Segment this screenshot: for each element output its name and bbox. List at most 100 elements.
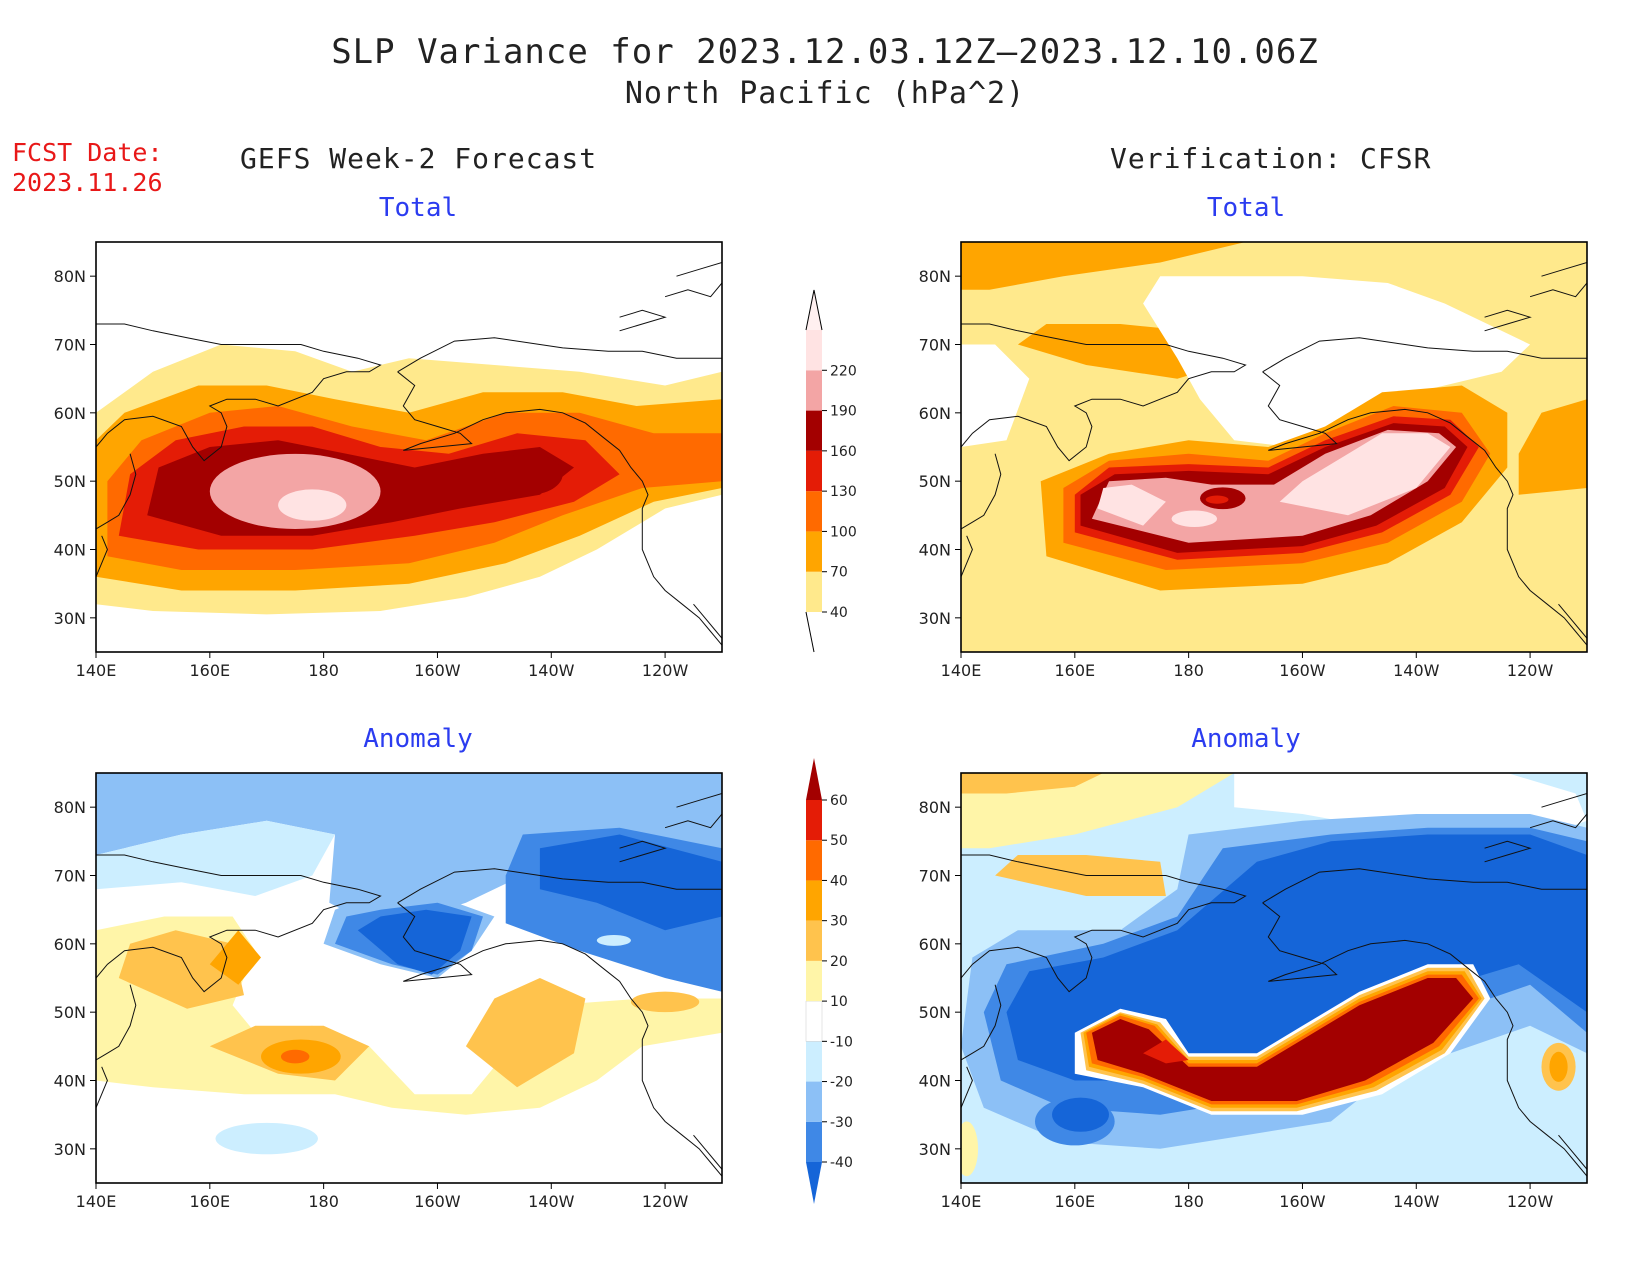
lon-tick-label: 120W xyxy=(642,1192,689,1211)
contour-region xyxy=(280,1049,310,1064)
colorbar-swatch xyxy=(806,1121,822,1162)
contour-region xyxy=(118,930,244,1009)
coastline-segment xyxy=(961,453,1002,530)
coastline-segment xyxy=(397,337,722,373)
colorbar-label: -10 xyxy=(830,1034,853,1050)
coastline-segment xyxy=(693,1134,722,1170)
lat-tick-label: 50N xyxy=(919,1003,951,1022)
coastline-segment xyxy=(961,854,1247,993)
colorbar-swatch xyxy=(805,1000,823,1042)
contour-region xyxy=(1143,276,1531,447)
contour-region xyxy=(1279,433,1451,516)
colorbar-label: 30 xyxy=(830,914,848,930)
colorbar-label: 100 xyxy=(830,524,857,540)
lat-tick-label: 50N xyxy=(54,472,86,491)
contour-region xyxy=(96,820,335,896)
coastline-segment xyxy=(397,868,722,904)
coastline-segment xyxy=(676,262,722,277)
column-title-verification: Verification: CFSR xyxy=(1110,142,1432,175)
contour-region xyxy=(1143,1039,1189,1064)
coastline-segment xyxy=(96,854,382,993)
colorbar-arrow-bottom xyxy=(805,611,815,653)
colorbar-label: 60 xyxy=(830,793,848,809)
coastline xyxy=(961,793,1587,1177)
contour-region xyxy=(1205,495,1229,504)
lon-tick-label: 120W xyxy=(642,661,689,680)
lon-tick-label: 160W xyxy=(414,661,461,680)
map-panel-forecast-anomaly: 30N 40N 50N 60N 70N 80N 140E 160E 180 160W 140W 120… xyxy=(54,772,723,1211)
colorbar-swatch xyxy=(806,920,822,961)
colorbar-label: 190 xyxy=(830,404,857,420)
colorbar-swatch xyxy=(806,880,822,921)
lon-tick-label: 180 xyxy=(1173,661,1204,680)
contour-region xyxy=(961,344,1030,447)
colorbar-swatch xyxy=(806,370,822,411)
shaded-field xyxy=(961,773,1587,1183)
lon-tick-label: 180 xyxy=(1173,1192,1204,1211)
contour-region xyxy=(1549,1051,1568,1082)
main-title: SLP Variance for 2023.12.03.12Z–2023.12.… xyxy=(331,32,1319,72)
map-panel-verification-anomaly: 30N 40N 50N 60N 70N 80N 140E 160E 180 160W 140W 120… xyxy=(919,772,1588,1211)
lon-tick-label: 140E xyxy=(941,661,982,680)
coastline-segment xyxy=(961,323,1247,462)
coastline-segment xyxy=(1262,337,1587,373)
contour-region xyxy=(494,453,563,495)
colorbar-swatch xyxy=(806,800,822,841)
coastline-segment xyxy=(1262,868,1587,904)
coastline-segment xyxy=(1541,793,1587,808)
coastline xyxy=(96,793,722,1177)
lon-tick-label: 160E xyxy=(189,1192,230,1211)
contour-region xyxy=(278,489,347,521)
colorbar-swatch xyxy=(806,840,822,881)
lat-tick-label: 70N xyxy=(919,336,951,355)
colorbar-label: 40 xyxy=(830,873,848,889)
map-frame xyxy=(95,772,723,1184)
coastline-segment xyxy=(96,535,108,577)
coastline-segment xyxy=(96,984,137,1061)
lon-tick-label: 140W xyxy=(1393,1192,1440,1211)
contour-region xyxy=(1518,399,1587,495)
colorbar-swatch xyxy=(806,410,822,451)
coastline-segment xyxy=(1262,371,1587,646)
lon-tick-label: 160W xyxy=(414,1192,461,1211)
colorbar-arrow-top xyxy=(805,289,823,331)
lat-tick-label: 30N xyxy=(919,1140,951,1159)
lon-tick-label: 180 xyxy=(308,661,339,680)
coastline-segment xyxy=(664,813,722,829)
lat-tick-label: 40N xyxy=(919,541,951,560)
lat-tick-label: 60N xyxy=(919,404,951,423)
contour-region xyxy=(961,773,1104,794)
lat-tick-label: 70N xyxy=(54,336,86,355)
contour-region xyxy=(465,978,586,1088)
coastline-segment xyxy=(96,453,137,530)
coastline-segment xyxy=(397,902,722,1177)
lat-tick-label: 70N xyxy=(919,867,951,886)
colorbar-label: 70 xyxy=(830,565,848,581)
coastline-segment xyxy=(1529,813,1587,829)
lon-tick-label: 120W xyxy=(1507,1192,1554,1211)
lon-tick-label: 140E xyxy=(76,1192,117,1211)
colorbar-swatch xyxy=(806,960,822,1002)
lat-tick-label: 50N xyxy=(919,472,951,491)
colorbar-arrow-top xyxy=(806,758,822,800)
colorbar-swatch xyxy=(806,450,822,492)
contour-region xyxy=(357,909,472,975)
coastline-segment xyxy=(961,984,1002,1061)
coastline-segment xyxy=(1529,282,1587,298)
lat-tick-label: 60N xyxy=(54,404,86,423)
contour-region xyxy=(995,855,1166,896)
coastline xyxy=(961,262,1587,646)
coastline-segment xyxy=(1558,603,1587,639)
lat-tick-label: 80N xyxy=(919,267,951,286)
colorbar-label: 220 xyxy=(830,363,857,379)
panel-title-forecast-anomaly: Anomaly xyxy=(363,724,473,754)
colorbar-label: -30 xyxy=(830,1115,853,1131)
lat-tick-label: 50N xyxy=(54,1003,86,1022)
lon-tick-label: 160E xyxy=(1054,1192,1095,1211)
panel-title-verification-anomaly: Anomaly xyxy=(1191,724,1301,754)
contour-region xyxy=(1091,978,1474,1101)
coastline-segment xyxy=(619,840,667,863)
colorbar-swatch xyxy=(806,330,822,371)
colorbar-arrow-bottom xyxy=(806,1162,822,1204)
lat-tick-label: 70N xyxy=(54,867,86,886)
